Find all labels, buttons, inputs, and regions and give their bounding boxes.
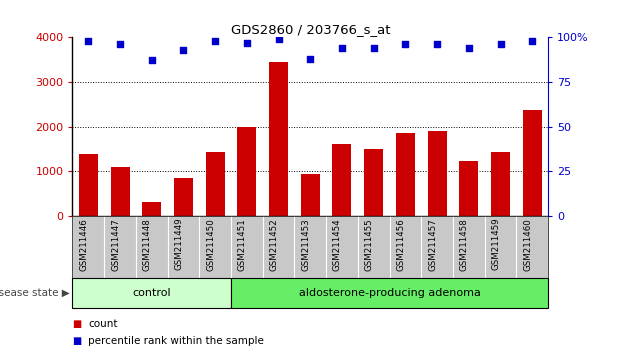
Point <box>495 41 505 47</box>
Bar <box>491 153 510 216</box>
Title: GDS2860 / 203766_s_at: GDS2860 / 203766_s_at <box>231 23 390 36</box>
Text: aldosterone-producing adenoma: aldosterone-producing adenoma <box>299 288 481 298</box>
Text: ■: ■ <box>72 319 82 329</box>
Point <box>242 40 252 45</box>
Text: ■: ■ <box>72 336 82 346</box>
Bar <box>238 127 256 216</box>
Point <box>210 38 220 44</box>
Text: GSM211454: GSM211454 <box>333 218 342 270</box>
Bar <box>396 133 415 216</box>
Bar <box>110 167 130 216</box>
Text: GSM211456: GSM211456 <box>396 218 406 270</box>
Text: count: count <box>88 319 118 329</box>
Text: GSM211449: GSM211449 <box>175 218 183 270</box>
Text: GSM211450: GSM211450 <box>206 218 215 270</box>
Bar <box>301 175 320 216</box>
Point <box>369 45 379 51</box>
Text: GSM211448: GSM211448 <box>143 218 152 270</box>
Text: GSM211455: GSM211455 <box>365 218 374 270</box>
Point <box>178 47 188 52</box>
Point <box>337 45 347 51</box>
Text: GSM211452: GSM211452 <box>270 218 278 270</box>
Point <box>432 41 442 47</box>
Bar <box>79 154 98 216</box>
Bar <box>231 278 548 308</box>
Text: disease state ▶: disease state ▶ <box>0 288 69 298</box>
Bar <box>174 178 193 216</box>
Bar <box>364 149 383 216</box>
Bar <box>428 131 447 216</box>
Point <box>305 56 315 62</box>
Point <box>273 36 284 42</box>
Text: GSM211459: GSM211459 <box>491 218 500 270</box>
Bar <box>523 110 542 216</box>
Text: GSM211453: GSM211453 <box>301 218 310 270</box>
Text: percentile rank within the sample: percentile rank within the sample <box>88 336 264 346</box>
Text: GSM211447: GSM211447 <box>111 218 120 270</box>
Text: GSM211457: GSM211457 <box>428 218 437 270</box>
Text: GSM211451: GSM211451 <box>238 218 247 270</box>
Point <box>527 38 537 44</box>
Text: GSM211460: GSM211460 <box>524 218 532 270</box>
Text: GSM211458: GSM211458 <box>460 218 469 270</box>
Text: control: control <box>132 288 171 298</box>
Bar <box>72 278 231 308</box>
Bar <box>269 62 288 216</box>
Bar <box>205 153 225 216</box>
Bar <box>333 144 352 216</box>
Point <box>83 38 93 44</box>
Text: GSM211446: GSM211446 <box>79 218 88 270</box>
Bar <box>142 202 161 216</box>
Point <box>147 58 157 63</box>
Point <box>115 41 125 47</box>
Point <box>401 41 411 47</box>
Point <box>464 45 474 51</box>
Bar <box>459 161 478 216</box>
